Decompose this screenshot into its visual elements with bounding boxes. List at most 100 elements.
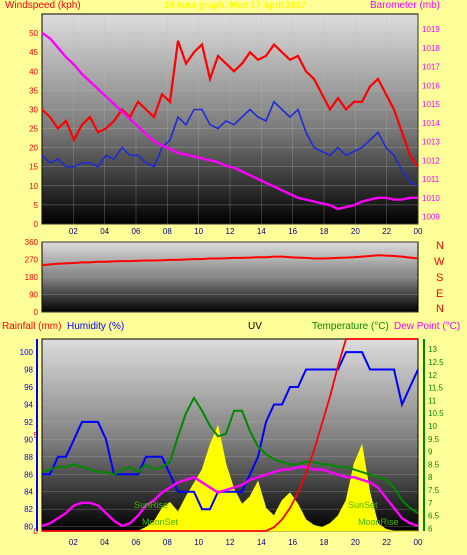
wind-xtick-7: 16 (288, 227, 297, 236)
compass-s: S (436, 272, 444, 284)
baro-ytick-0: 1009 (422, 213, 440, 222)
bottom-xtick-5: 12 (226, 538, 235, 547)
hum-ytick-6: 92 (24, 418, 33, 427)
temp-ytick-10: 11 (428, 396, 437, 405)
dir-ytick-3: 270 (25, 256, 39, 265)
wind-ytick-7: 35 (29, 86, 38, 95)
temp-ytick-4: 8 (428, 473, 433, 482)
temp-ytick-9: 10.5 (428, 409, 444, 418)
wind-xtick-4: 10 (194, 227, 203, 236)
wind-ytick-4: 20 (29, 144, 38, 153)
wind-xtick-0: 02 (69, 227, 78, 236)
bottom-xtick-4: 10 (194, 538, 203, 547)
bottom-xtick-0: 02 (69, 538, 78, 547)
hum-ytick-3: 86 (24, 470, 33, 479)
temperature-series (41, 395, 419, 514)
dewpoint-axis-label: Dew Point (°C) (394, 321, 461, 332)
baro-ytick-10: 1019 (422, 25, 440, 34)
baro-ytick-8: 1017 (422, 63, 440, 72)
wind-xtick-1: 04 (100, 227, 109, 236)
wind-xtick-6: 14 (257, 227, 266, 236)
windspeed-axis-label: Windspeed (kph) (5, 0, 81, 11)
hum-ytick-9: 98 (24, 366, 33, 375)
wind-xtick-5: 12 (226, 227, 235, 236)
direction-series (41, 254, 419, 267)
dir-ytick-1: 90 (29, 291, 38, 300)
temp-ytick-8: 10 (428, 422, 437, 431)
bottom-xtick-2: 06 (132, 538, 141, 547)
bottom-xtick-3: 08 (163, 538, 172, 547)
compass-n-top: N (436, 240, 444, 252)
temp-ytick-7: 9.5 (428, 435, 440, 444)
baro-ytick-3: 1012 (422, 156, 440, 165)
bottom-xtick-1: 04 (100, 538, 109, 547)
wind-xtick-3: 08 (163, 227, 172, 236)
hum-ytick-5: 90 (24, 435, 33, 444)
baro-ytick-1: 1010 (422, 194, 440, 203)
compass-e: E (436, 288, 444, 300)
hum-ytick-7: 94 (24, 400, 33, 409)
bottom-xtick-11: 00 (414, 538, 423, 547)
baro-ytick-4: 1013 (422, 138, 440, 147)
bottom-xtick-6: 14 (257, 538, 266, 547)
wind-ytick-3: 15 (29, 163, 38, 172)
wind-ytick-8: 40 (29, 67, 38, 76)
humidity-series (42, 351, 419, 511)
barometer-axis-label: Barometer (mb) (370, 0, 441, 11)
wind-ytick-1: 5 (34, 201, 39, 210)
wind-ytick-6: 30 (29, 105, 38, 114)
baro-ytick-5: 1014 (422, 119, 440, 128)
wind-ytick-2: 10 (29, 182, 38, 191)
temp-ytick-11: 11.5 (428, 384, 444, 393)
dir-ytick-0: 0 (34, 308, 39, 317)
chart-title: 24 hour graph: Mon 17 April 2017 (164, 0, 306, 10)
wind-xtick-11: 00 (414, 227, 423, 236)
wind-ytick-10: 50 (29, 29, 38, 38)
wind-xtick-9: 20 (351, 227, 360, 236)
temp-ytick-0: 6 (428, 524, 433, 533)
temp-ytick-13: 12.5 (428, 358, 444, 367)
bottom-xtick-8: 18 (320, 538, 329, 547)
temp-ytick-1: 6.5 (428, 512, 440, 521)
humidity-axis-label: Humidity (%) (67, 321, 125, 332)
temp-ytick-14: 13 (428, 345, 437, 354)
dewpoint-series (41, 465, 419, 528)
wind-xtick-8: 18 (320, 227, 329, 236)
temp-ytick-6: 9 (428, 448, 433, 457)
rain-series (42, 338, 418, 532)
pressure-series (41, 31, 418, 211)
hum-ytick-2: 84 (24, 488, 33, 497)
rain-ytick-0: 0 (34, 527, 39, 536)
moonset-label: MoonSet (142, 517, 179, 527)
wind-ytick-0: 0 (34, 220, 39, 229)
temp-ytick-3: 7.5 (428, 486, 440, 495)
wind-xtick-2: 06 (132, 227, 141, 236)
compass-n-bottom: N (436, 303, 444, 315)
gust-series (41, 40, 419, 168)
hum-ytick-0: 80 (24, 523, 33, 532)
dir-ytick-4: 360 (25, 238, 39, 247)
wind-ytick-9: 45 (29, 48, 38, 57)
baro-ytick-2: 1011 (422, 175, 440, 184)
temperature-axis-label: Temperature (°C) (312, 321, 389, 332)
temp-ytick-5: 8.5 (428, 460, 440, 469)
wind-xtick-10: 22 (382, 227, 391, 236)
hum-ytick-4: 88 (24, 453, 33, 462)
bottom-xtick-7: 16 (288, 538, 297, 547)
uv-axis-label: UV (248, 321, 262, 332)
hum-ytick-10: 100 (20, 348, 34, 357)
dir-ytick-2: 180 (25, 273, 39, 282)
wind-series (41, 100, 419, 187)
temp-ytick-2: 7 (428, 499, 433, 508)
baro-ytick-6: 1015 (422, 100, 440, 109)
hum-ytick-8: 96 (24, 383, 33, 392)
compass-w: W (434, 256, 445, 268)
temp-ytick-12: 12 (428, 371, 437, 380)
moonrise-label: MoonRise (358, 517, 399, 527)
bottom-xtick-10: 22 (382, 538, 391, 547)
sunset-label: SunSet (348, 500, 378, 510)
baro-ytick-7: 1016 (422, 81, 440, 90)
sunrise-label: SunRise (134, 500, 169, 510)
baro-ytick-9: 1018 (422, 44, 440, 53)
